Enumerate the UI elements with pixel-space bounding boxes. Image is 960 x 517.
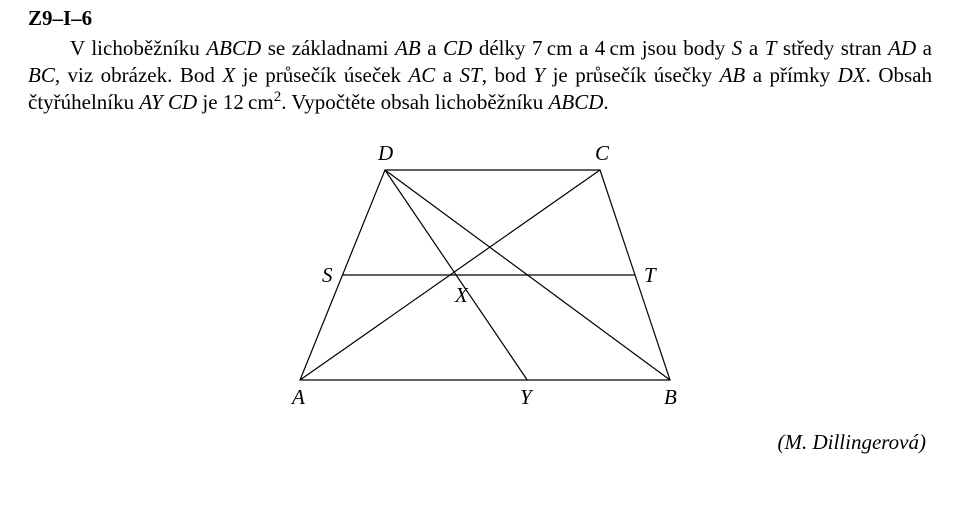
label-B: B (664, 385, 677, 409)
math: X (222, 63, 235, 87)
math: DX (838, 63, 866, 87)
text: se základnami (261, 36, 395, 60)
label-S: S (322, 263, 333, 287)
text: a (435, 63, 459, 87)
math: AB (720, 63, 746, 87)
text: je průsečík úsečky (545, 63, 719, 87)
text: je průsečík úseček (235, 63, 408, 87)
problem-text: V lichoběžníku ABCD se základnami AB a C… (28, 35, 932, 116)
text: V lichoběžníku (70, 36, 206, 60)
page: Z9–I–6 V lichoběžníku ABCD se základnami… (0, 0, 960, 465)
label-D: D (377, 141, 393, 165)
attribution: (M. Dillingerová) (28, 430, 932, 455)
text: a (742, 36, 764, 60)
text: délky 7 cm a 4 cm jsou body (472, 36, 731, 60)
text: , bod (482, 63, 534, 87)
figure-wrap: A B C D S T X Y (28, 130, 932, 422)
text: je 12 cm (197, 90, 274, 114)
math: AC (408, 63, 435, 87)
text: středy stran (776, 36, 888, 60)
math: T (765, 36, 777, 60)
label-T: T (644, 263, 657, 287)
math: CD (443, 36, 472, 60)
text: a (916, 36, 932, 60)
text: , viz obrázek. Bod (55, 63, 222, 87)
math: AY CD (139, 90, 197, 114)
text: . (603, 90, 608, 114)
label-C: C (595, 141, 610, 165)
math: ST (460, 63, 482, 87)
problem-heading: Z9–I–6 (28, 6, 932, 31)
label-X: X (454, 283, 469, 307)
math: Y (533, 63, 545, 87)
math: BC (28, 63, 55, 87)
label-A: A (290, 385, 305, 409)
text: a přímky (745, 63, 837, 87)
text: a (421, 36, 443, 60)
math: ABCD (206, 36, 261, 60)
math: AD (888, 36, 916, 60)
label-Y: Y (520, 385, 534, 409)
trapezoid-figure: A B C D S T X Y (230, 130, 730, 422)
math: AB (395, 36, 421, 60)
text: . Vypočtěte obsah lichoběžníku (281, 90, 548, 114)
math: S (732, 36, 743, 60)
math: ABCD (549, 90, 604, 114)
